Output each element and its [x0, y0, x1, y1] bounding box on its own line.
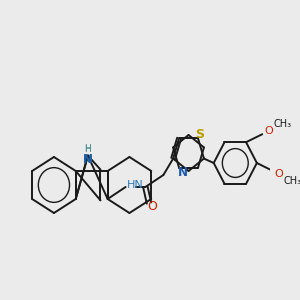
Text: O: O — [275, 169, 284, 179]
Text: N: N — [178, 167, 188, 179]
Text: CH₃: CH₃ — [284, 176, 300, 186]
Text: HN: HN — [127, 180, 143, 190]
Text: S: S — [195, 128, 204, 141]
Text: O: O — [264, 126, 273, 136]
Text: O: O — [147, 200, 157, 214]
Text: N: N — [83, 154, 92, 165]
Text: H: H — [85, 145, 91, 154]
Text: N: N — [83, 153, 93, 166]
Text: CH₃: CH₃ — [273, 119, 291, 129]
Text: H: H — [85, 144, 91, 153]
